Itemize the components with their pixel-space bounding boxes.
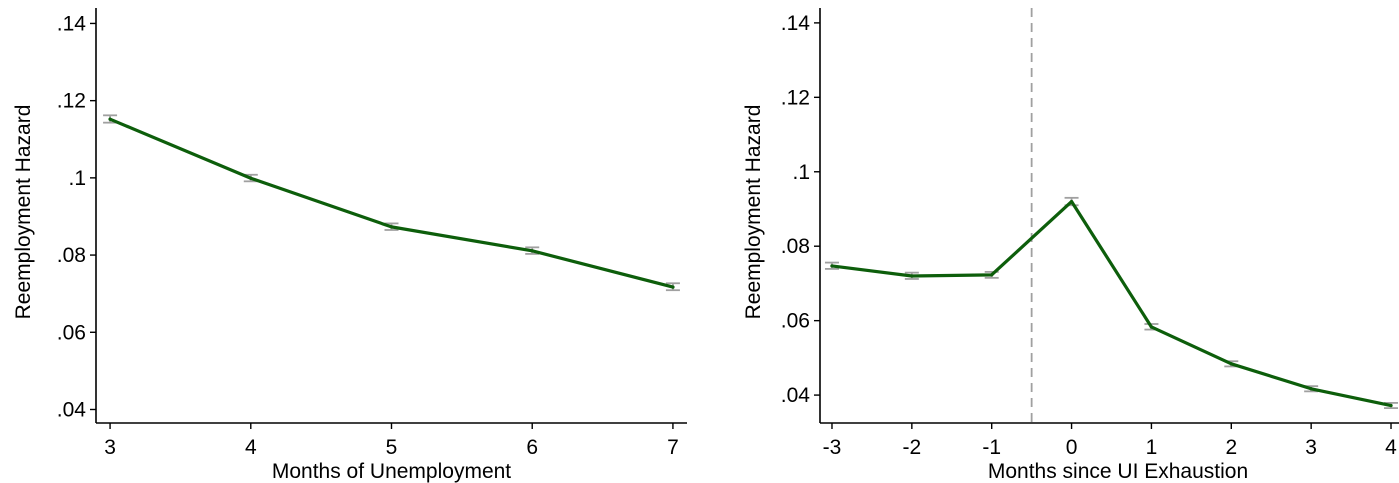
right-x-tick-label: 2 xyxy=(1225,436,1237,459)
left-x-tick-label: 3 xyxy=(104,436,116,459)
right-y-tick-label: .12 xyxy=(781,86,810,109)
right-y-tick-label: .06 xyxy=(781,310,810,333)
right-data-point xyxy=(1229,362,1233,366)
left-x-tick-label: 4 xyxy=(245,436,257,459)
right-data-point xyxy=(1309,387,1313,391)
right-data-point xyxy=(830,264,834,268)
right-x-tick-label: -1 xyxy=(982,436,1001,459)
left-data-point xyxy=(530,249,534,253)
right-data-point xyxy=(910,274,914,278)
panel-left-months-of-unemployment: .04 .06 .08 .1 .12 .14 3 4 5 6 7 Months of Unemploy… xyxy=(12,8,687,483)
right-series-line xyxy=(830,199,1393,408)
left-y-axis-title: Reemployment Hazard xyxy=(12,105,35,320)
left-x-tick-label: 7 xyxy=(667,436,679,459)
right-data-point xyxy=(1069,199,1074,204)
left-y-tick-label: .14 xyxy=(57,12,87,35)
panel-right-months-since-ui-exhaustion: .04 .06 .08 .1 .12 .14 -3 -2 -1 0 1 2 3 4 Months since… xyxy=(742,8,1399,483)
left-x-tick-label: 5 xyxy=(386,436,398,459)
right-y-tick-label: .08 xyxy=(781,235,810,258)
right-x-tick-label: -2 xyxy=(902,436,921,459)
left-x-tick-label: 6 xyxy=(526,436,538,459)
right-y-tick-label: .04 xyxy=(781,384,811,407)
right-x-tick-label: -3 xyxy=(823,436,842,459)
right-x-tick-label: 0 xyxy=(1066,436,1078,459)
right-x-tick-label: 3 xyxy=(1305,436,1317,459)
right-y-tick-label: .14 xyxy=(781,12,811,35)
left-x-axis-title: Months of Unemployment xyxy=(272,460,511,483)
right-y-axis-title: Reemployment Hazard xyxy=(742,105,765,320)
right-data-point xyxy=(1149,325,1154,329)
right-data-point xyxy=(1389,403,1393,408)
left-y-tick-label: .12 xyxy=(57,90,86,113)
left-y-tick-label: .08 xyxy=(57,244,86,267)
left-data-point xyxy=(249,176,253,180)
right-x-axis-title: Months since UI Exhaustion xyxy=(988,460,1248,483)
left-data-point xyxy=(108,117,112,121)
right-y-tick-label: .1 xyxy=(792,161,810,184)
left-y-tick-label: .06 xyxy=(57,321,86,344)
left-series-line xyxy=(108,117,675,289)
right-x-tick-label: 1 xyxy=(1146,436,1158,459)
right-x-tick-label: 4 xyxy=(1385,436,1397,459)
left-y-tick-label: .04 xyxy=(57,398,87,421)
right-data-point xyxy=(990,273,994,277)
left-data-point xyxy=(389,225,394,229)
left-data-point xyxy=(671,285,675,289)
left-y-tick-label: .1 xyxy=(68,167,86,190)
